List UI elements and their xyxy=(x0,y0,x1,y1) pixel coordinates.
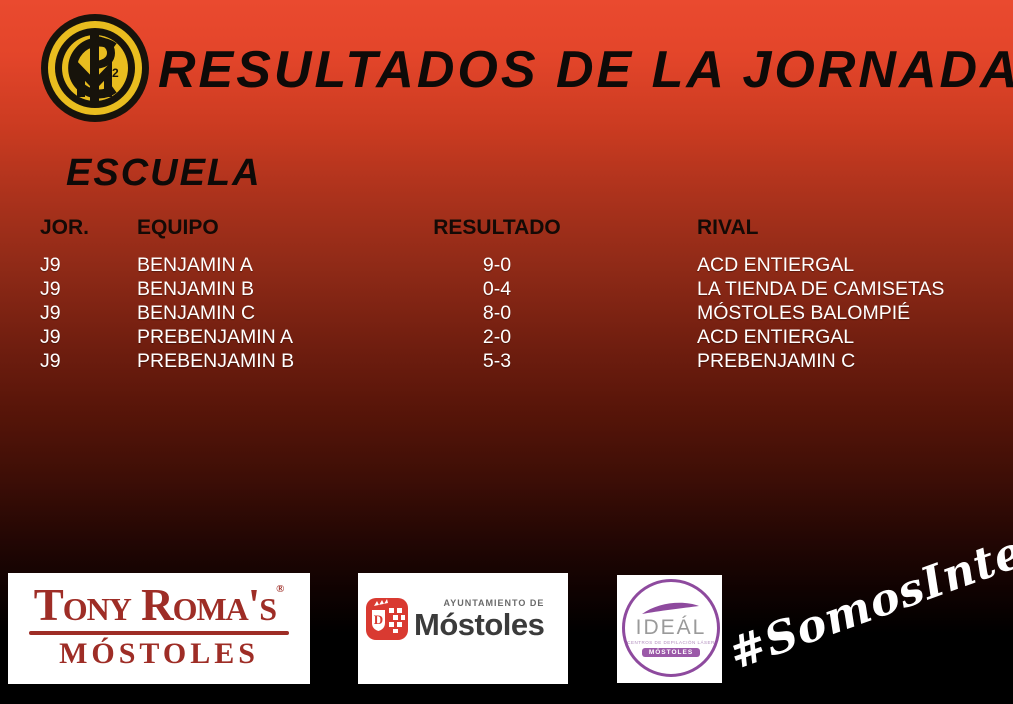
sponsor-tony-romas: Tony Roma's® MÓSTOLES xyxy=(8,573,310,684)
cell-resultado: 2-0 xyxy=(482,325,512,348)
tony-romas-underline xyxy=(29,631,289,635)
table-row: J9 PREBENJAMIN B 5-3 PREBENJAMIN C xyxy=(0,349,1013,373)
cell-rival: LA TIENDA DE CAMISETAS xyxy=(697,277,945,300)
ideal-city-badge: MÓSTOLES xyxy=(641,648,701,657)
hashtag-somosinter: #SomosInter xyxy=(722,517,1013,680)
cell-rival: ACD ENTIERGAL xyxy=(697,325,855,348)
page-title: RESULTADOS DE LA JORNADA xyxy=(158,41,1013,99)
cell-equipo: PREBENJAMIN B xyxy=(137,349,295,372)
ideal-circle-frame: IDEÁL CENTROS DE DEPILACIÓN LÁSER MÓSTOL… xyxy=(622,579,720,677)
ayuntamiento-label: AYUNTAMIENTO DE xyxy=(443,598,545,608)
svg-text:D: D xyxy=(374,612,383,627)
table-row: J9 BENJAMIN A 9-0 ACD ENTIERGAL xyxy=(0,253,1013,277)
cell-jornada: J9 xyxy=(40,253,61,276)
table-row: J9 BENJAMIN C 8-0 MÓSTOLES BALOMPIÉ xyxy=(0,301,1013,325)
results-table: JOR. EQUIPO RESULTADO RIVAL J9 BENJAMIN … xyxy=(0,216,1013,373)
cell-resultado: 9-0 xyxy=(482,253,512,276)
table-header-row: JOR. EQUIPO RESULTADO RIVAL xyxy=(0,216,1013,240)
table-row: J9 PREBENJAMIN A 2-0 ACD ENTIERGAL xyxy=(0,325,1013,349)
cell-resultado: 0-4 xyxy=(482,277,512,300)
column-header-resultado: RESULTADO xyxy=(433,216,561,239)
cell-equipo: BENJAMIN C xyxy=(137,301,256,324)
sponsor-ideal: IDEÁL CENTROS DE DEPILACIÓN LÁSER MÓSTOL… xyxy=(617,575,722,683)
cell-jornada: J9 xyxy=(40,325,61,348)
column-header-equipo: EQUIPO xyxy=(137,216,219,239)
tony-romas-wordmark: Tony Roma's® xyxy=(33,580,285,630)
table-row: J9 BENJAMIN B 0-4 LA TIENDA DE CAMISETAS xyxy=(0,277,1013,301)
column-header-jornada: JOR. xyxy=(40,216,90,239)
cell-resultado: 8-0 xyxy=(482,301,512,324)
cell-rival: PREBENJAMIN C xyxy=(697,349,856,372)
cell-equipo: BENJAMIN B xyxy=(137,277,255,300)
section-title: ESCUELA xyxy=(66,152,262,194)
cell-jornada: J9 xyxy=(40,349,61,372)
cell-jornada: J9 xyxy=(40,277,61,300)
ideal-wordmark: IDEÁL xyxy=(635,616,707,639)
ayuntamiento-crest-icon: D xyxy=(366,598,408,640)
column-header-rival: RIVAL xyxy=(697,216,759,239)
tony-romas-city: MÓSTOLES xyxy=(59,637,259,670)
cell-rival: ACD ENTIERGAL xyxy=(697,253,855,276)
cell-jornada: J9 xyxy=(40,301,61,324)
cell-rival: MÓSTOLES BALOMPIÉ xyxy=(697,301,911,324)
registered-mark: ® xyxy=(276,583,285,595)
cell-equipo: BENJAMIN A xyxy=(137,253,253,276)
cell-resultado: 5-3 xyxy=(482,349,512,372)
sponsor-ayuntamiento: D AYUNTAMIENTO DE Móstoles xyxy=(358,573,568,684)
club-crest-icon: 12 xyxy=(41,14,149,122)
crest-badge-number: 12 xyxy=(105,66,119,80)
ideal-swoosh-icon xyxy=(642,602,699,614)
cell-equipo: PREBENJAMIN A xyxy=(137,325,294,348)
ideal-tagline: CENTROS DE DEPILACIÓN LÁSER xyxy=(627,640,715,645)
ayuntamiento-city: Móstoles xyxy=(414,607,545,642)
table-body: J9 BENJAMIN A 9-0 ACD ENTIERGAL J9 BENJA… xyxy=(0,253,1013,373)
